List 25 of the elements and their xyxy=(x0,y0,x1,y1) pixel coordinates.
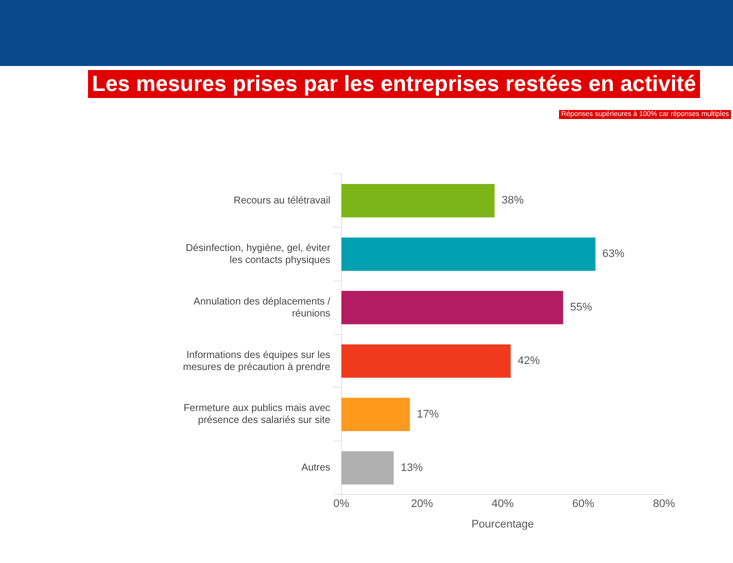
data-label: 17% xyxy=(416,408,440,420)
bar xyxy=(341,184,495,218)
bar xyxy=(341,344,511,378)
bar xyxy=(341,290,564,324)
chart-title: Les mesures prises par les entreprises restées en activité xyxy=(88,70,700,98)
x-tick-label: 80% xyxy=(652,498,676,510)
data-label: 42% xyxy=(518,355,540,368)
y-tick-label: Désinfection, hygiène, gel, éviter les contacts physiques xyxy=(186,242,331,266)
x-tick-label: 60% xyxy=(572,498,595,510)
x-tick-label: 0% xyxy=(333,498,350,510)
y-tick-label: Annulation des déplacements / réunions xyxy=(194,296,331,320)
y-tick-label: Autres xyxy=(301,462,330,474)
data-label: 55% xyxy=(570,302,592,314)
data-label: 13% xyxy=(400,462,423,474)
x-axis-title: Pourcentage xyxy=(471,518,534,530)
bar xyxy=(341,451,394,485)
x-tick-label: 40% xyxy=(492,498,514,510)
bar xyxy=(341,398,410,432)
y-tick-label: Fermeture aux publics mais avec présence des salariés sur site xyxy=(184,403,331,426)
y-tick-label: Informations des équipes sur les mesures de précaution à prendre xyxy=(182,350,331,373)
y-tick-label: Recours au télétravail xyxy=(234,195,330,206)
x-tick-label: 20% xyxy=(410,498,434,510)
data-label: 38% xyxy=(502,194,524,207)
data-label: 63% xyxy=(602,248,625,260)
bar xyxy=(341,237,596,271)
